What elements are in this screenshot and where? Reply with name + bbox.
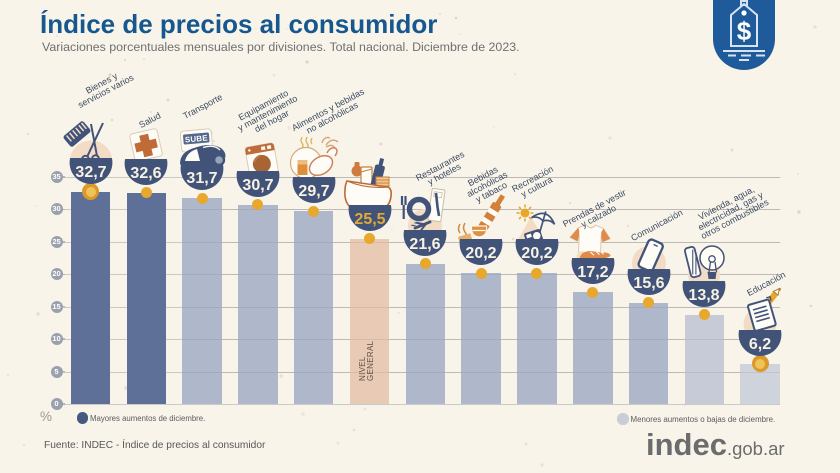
svg-text:6,2: 6,2 — [749, 336, 771, 353]
svg-text:31,7: 31,7 — [187, 170, 218, 187]
svg-text:32,7: 32,7 — [75, 164, 106, 181]
svg-text:20,2: 20,2 — [466, 245, 497, 262]
svg-text:20,2: 20,2 — [521, 245, 552, 262]
svg-text:29,7: 29,7 — [298, 183, 329, 200]
svg-text:30,7: 30,7 — [242, 177, 273, 194]
svg-text:21,6: 21,6 — [410, 236, 441, 253]
svg-text:32,6: 32,6 — [131, 165, 162, 182]
svg-text:25,5: 25,5 — [354, 211, 385, 228]
svg-text:17,2: 17,2 — [577, 264, 608, 281]
svg-text:$: $ — [737, 16, 752, 46]
svg-text:13,8: 13,8 — [689, 287, 720, 304]
svg-text:15,6: 15,6 — [633, 275, 664, 292]
svg-text:SUBE: SUBE — [185, 134, 209, 145]
